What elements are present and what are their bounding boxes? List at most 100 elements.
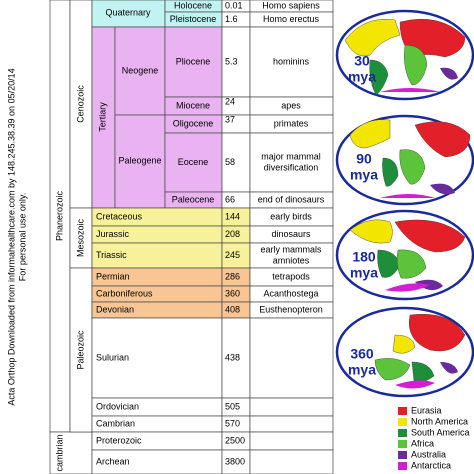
legend-label: Antarctica xyxy=(411,460,451,470)
age: 66 xyxy=(225,194,235,204)
unit-name: Miocene xyxy=(176,100,210,110)
legend-label: South America xyxy=(411,427,470,437)
globe: 180 mya xyxy=(335,209,474,301)
unit-name: Triassic xyxy=(96,250,127,260)
cell xyxy=(91,242,223,269)
age: 360 xyxy=(225,288,240,298)
unit-name: Cretaceous xyxy=(96,211,143,221)
unit-name: Ordovician xyxy=(96,401,139,411)
globes: 30 mya 90 mya 180 mya xyxy=(335,9,474,398)
cell xyxy=(221,317,251,399)
globe: 360 mya xyxy=(335,306,474,398)
cell xyxy=(221,242,251,269)
eon: Phanerozoic xyxy=(54,190,64,241)
period: Quaternary xyxy=(105,7,151,17)
period: Tertiary xyxy=(97,102,107,132)
legend-label: Eurasia xyxy=(411,405,442,415)
age: 58 xyxy=(225,157,235,167)
globe-age: 180 xyxy=(352,249,376,265)
age: 3800 xyxy=(225,456,245,466)
event: end of dinosaurs xyxy=(258,194,325,204)
unit-name: Permian xyxy=(96,271,130,281)
cell xyxy=(164,26,223,98)
unit-name: Cambrian xyxy=(96,418,135,428)
unit-name: Proterozoic xyxy=(96,435,142,445)
legend-swatch xyxy=(398,451,407,459)
cell xyxy=(249,415,334,433)
event: tetrapods xyxy=(272,271,310,281)
event: Homo sapiens xyxy=(262,0,320,10)
legend-swatch xyxy=(398,440,407,448)
globe-age: 90 xyxy=(356,151,372,167)
event: major mammal xyxy=(261,151,321,161)
unit-name: Sulurian xyxy=(96,352,129,362)
unit-name: Jurassic xyxy=(96,229,130,239)
cell xyxy=(249,431,334,451)
legend-label: Australia xyxy=(411,449,446,459)
globe-unit: mya xyxy=(350,265,378,281)
event: hominins xyxy=(273,56,310,66)
age: 0.01 xyxy=(225,0,243,10)
legend-swatch xyxy=(398,407,407,415)
unit-name: Archean xyxy=(96,456,130,466)
unit-name: Holocene xyxy=(174,0,212,10)
legend-label: North America xyxy=(411,416,468,426)
period: Paleogene xyxy=(118,155,161,165)
event: early birds xyxy=(270,211,312,221)
legend-swatch xyxy=(398,418,407,426)
globe: 90 mya xyxy=(335,114,474,206)
cell xyxy=(249,242,334,269)
age: 208 xyxy=(225,229,240,239)
globe-age: 30 xyxy=(354,53,370,69)
event: amniotes xyxy=(273,255,310,265)
age: 245 xyxy=(225,250,240,260)
unit-name: Oligocene xyxy=(173,118,214,128)
cell xyxy=(249,132,334,193)
period: Neogene xyxy=(122,65,159,75)
legend-swatch xyxy=(398,462,407,470)
globe-age: 360 xyxy=(350,346,374,362)
era: Paleozoic xyxy=(75,330,85,370)
event: Eusthenopteron xyxy=(259,304,323,314)
globe-unit: mya xyxy=(348,69,376,85)
cell xyxy=(91,317,223,399)
age: 2500 xyxy=(225,435,245,445)
age: 286 xyxy=(225,271,240,281)
age: 408 xyxy=(225,304,240,314)
globe-unit: mya xyxy=(350,167,378,183)
unit-name: Devonian xyxy=(96,304,134,314)
unit-name: Pliocene xyxy=(176,56,211,66)
cell xyxy=(221,26,251,98)
event: apes xyxy=(281,100,301,110)
unit-name: Pleistocene xyxy=(170,14,217,24)
event: Acanthostega xyxy=(263,288,318,298)
age: 144 xyxy=(225,211,240,221)
era: Cenozoic xyxy=(75,85,85,123)
eon: cambrian xyxy=(54,434,64,471)
side-note: For personal use only. xyxy=(17,193,27,281)
age: 570 xyxy=(225,418,240,428)
cell xyxy=(221,132,251,193)
event: diversification xyxy=(264,162,319,172)
cell xyxy=(249,26,334,98)
era: Mesozoic xyxy=(75,218,85,257)
event: dinosaurs xyxy=(271,229,311,239)
unit-name: Eocene xyxy=(178,157,209,167)
age: 505 xyxy=(225,401,240,411)
globe: 30 mya xyxy=(335,9,474,101)
age: 1.6 xyxy=(225,14,238,24)
age: 438 xyxy=(225,352,240,362)
side-note: Acta Orthop Downloaded from informahealt… xyxy=(6,68,16,405)
legend-swatch xyxy=(398,429,407,437)
globe-unit: mya xyxy=(348,362,376,378)
unit-name: Carboniferous xyxy=(96,288,153,298)
age: 37 xyxy=(225,114,235,124)
event: Homo erectus xyxy=(263,14,320,24)
cell xyxy=(164,132,223,193)
event: primates xyxy=(274,118,309,128)
cell xyxy=(249,317,334,399)
event: early mammals xyxy=(260,244,322,254)
cell xyxy=(249,397,334,417)
